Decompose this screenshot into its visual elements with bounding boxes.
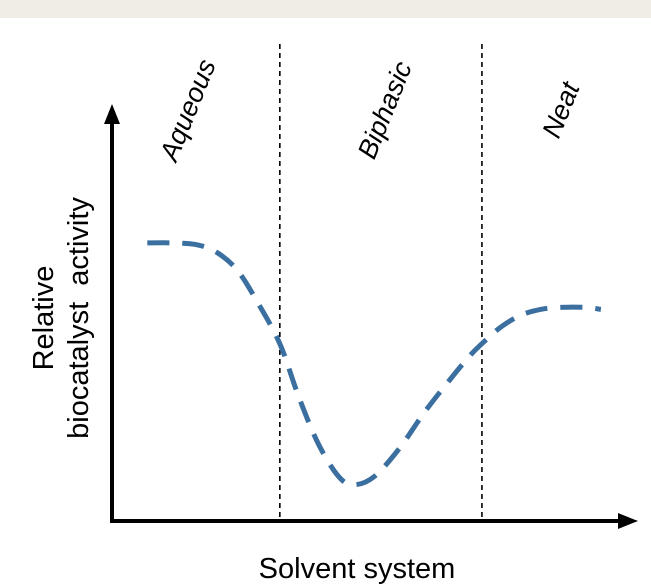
x-axis-arrow	[618, 513, 638, 529]
y-axis-label-group: Relative biocatalyst activity	[28, 197, 95, 439]
region-boundaries	[279, 44, 483, 519]
x-axis-label: Solvent system	[259, 553, 456, 585]
region-labels: Aqueous Biphasic Neat	[153, 55, 586, 167]
y-axis-label-line-2: biocatalyst activity	[63, 197, 95, 439]
region-label-biphasic: Biphasic	[352, 57, 418, 163]
top-band	[0, 0, 651, 18]
region-label-aqueous: Aqueous	[153, 55, 221, 167]
activity-curve	[147, 240, 602, 488]
y-axis-arrow	[104, 104, 120, 124]
region-label-neat: Neat	[536, 77, 586, 143]
y-axis-label-line-1: Relative	[28, 266, 60, 371]
